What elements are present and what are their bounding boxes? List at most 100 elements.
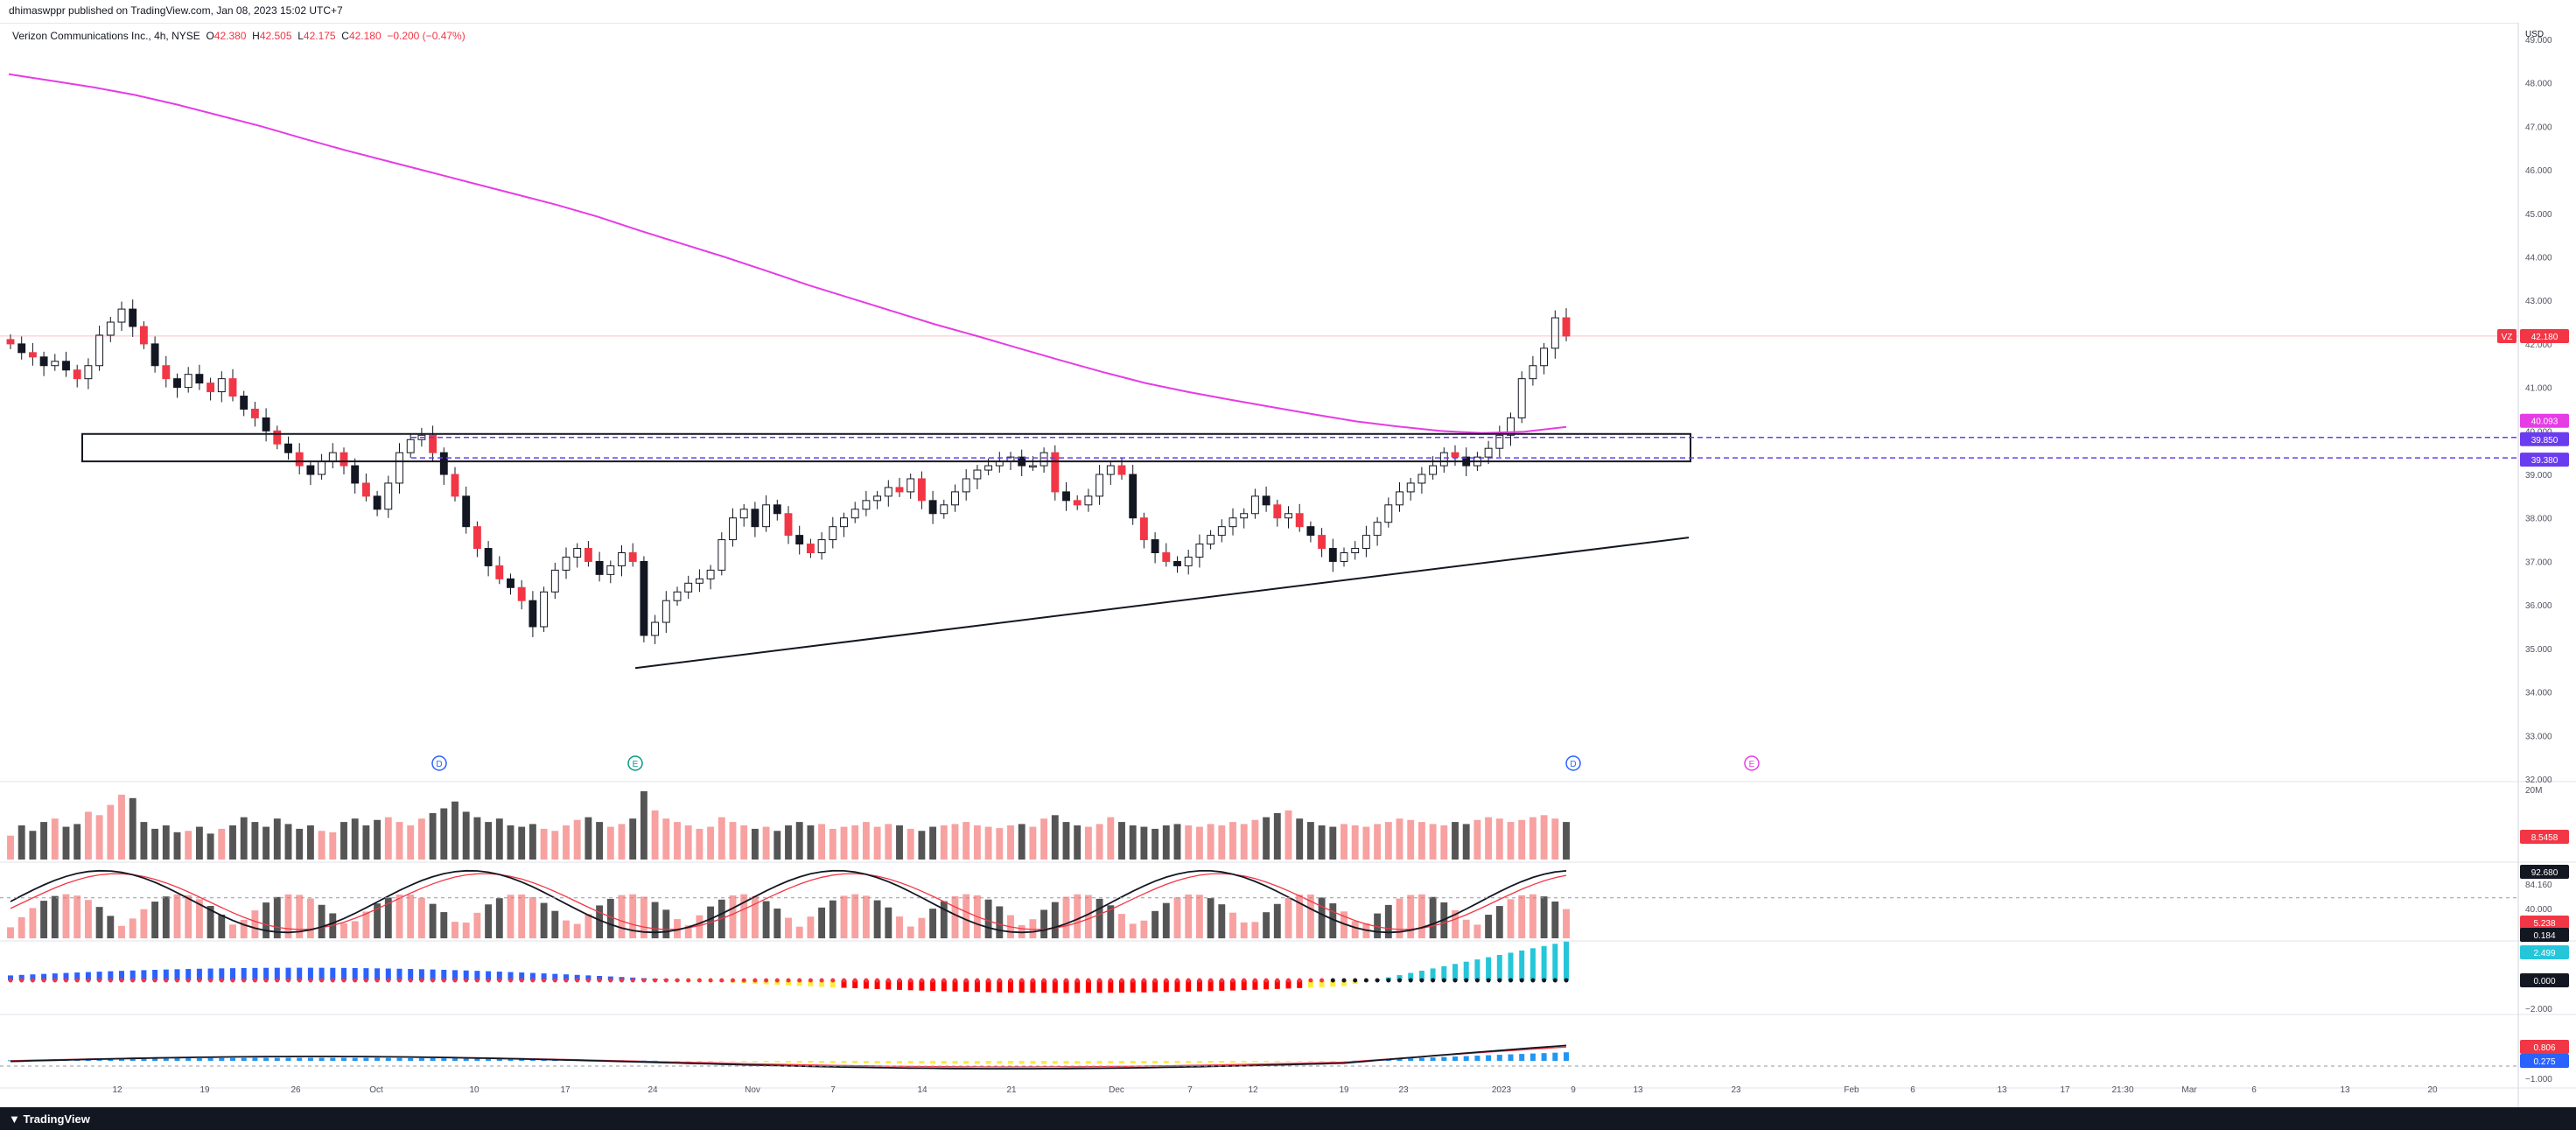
squeeze-dot [930, 978, 935, 983]
candle [640, 560, 648, 636]
stoch-histogram-bar [774, 909, 781, 938]
candle [1351, 548, 1360, 554]
stoch-histogram-bar [351, 921, 359, 938]
stoch-histogram-bar [906, 926, 914, 938]
candle [1040, 452, 1048, 467]
volume-bar [429, 812, 437, 860]
squeeze-dot [1497, 978, 1502, 983]
candle [495, 565, 504, 579]
candle [1273, 504, 1282, 519]
squeeze-bar [385, 968, 391, 980]
macd-histogram-bar [186, 1058, 192, 1061]
candle [139, 326, 148, 345]
candle [695, 578, 704, 584]
squeeze-dot [1286, 978, 1291, 983]
candle [51, 361, 60, 367]
tradingview-logo[interactable]: ▼ TradingView [9, 1112, 90, 1126]
ma-price-label: 40.093 [2531, 418, 2558, 427]
stoch-histogram-bar [1329, 903, 1337, 938]
candle [584, 548, 592, 562]
stoch-histogram-bar [374, 903, 382, 938]
squeeze-dot [1186, 978, 1191, 983]
stoch-histogram-bar [1429, 896, 1437, 938]
squeeze-dot [1408, 978, 1413, 983]
squeeze-dot [1019, 978, 1025, 983]
stoch-histogram-bar [807, 916, 815, 938]
last-price-label: 42.180 [2531, 333, 2558, 342]
price-tick-label: 34.000 [2525, 689, 2552, 698]
squeeze-bar [841, 980, 847, 988]
macd-histogram-bar [196, 1057, 202, 1061]
squeeze-dot [1175, 978, 1180, 983]
squeeze-bar [1241, 980, 1247, 991]
candle [1217, 526, 1226, 537]
volume-bar [696, 828, 704, 860]
volume-bar [206, 833, 214, 860]
squeeze-bar [108, 971, 114, 980]
squeeze-dot [741, 978, 746, 983]
stoch-histogram-bar [762, 901, 770, 938]
squeeze-bar [1063, 980, 1069, 993]
time-tick-label: 10 [469, 1085, 480, 1095]
volume-bar [606, 826, 614, 860]
volume-bar [374, 819, 382, 860]
volume-bar [1018, 824, 1026, 860]
volume-bar [1218, 825, 1226, 860]
macd-histogram-bar [263, 1057, 270, 1061]
squeeze-bar [1130, 980, 1136, 993]
squeeze-dot [308, 978, 313, 983]
candle [361, 482, 370, 497]
volume-bar [351, 818, 359, 860]
open-label: O [206, 30, 214, 42]
volume-bar [240, 817, 248, 860]
volume-bar [551, 831, 559, 860]
squeeze-dot [675, 978, 680, 983]
candle [1362, 535, 1370, 550]
stoch-histogram-bar [129, 918, 136, 938]
squeeze-bar [352, 967, 358, 980]
candle [1418, 474, 1426, 484]
squeeze-dot [542, 978, 547, 983]
volume-bar [1162, 825, 1170, 860]
volume-label: 8.5458 [2531, 833, 2558, 843]
stoch-histogram-bar [1384, 904, 1392, 938]
squeeze-bar [1297, 980, 1303, 988]
candle [1106, 465, 1115, 475]
squeeze-bar [474, 971, 480, 980]
volume-bar [1396, 818, 1404, 860]
squeeze-bar [219, 968, 225, 980]
stoch-histogram-bar [1351, 921, 1359, 938]
stoch-histogram-bar [251, 910, 259, 938]
stoch-histogram-bar [840, 895, 848, 938]
candle [28, 352, 37, 358]
volume-bar [774, 831, 781, 860]
macd-histogram-bar [1052, 1061, 1058, 1064]
macd-histogram-bar [1564, 1052, 1569, 1061]
stoch-histogram-bar [284, 894, 292, 938]
time-tick-label: 24 [648, 1085, 658, 1095]
volume-bar [62, 826, 70, 860]
macd-histogram-bar [496, 1058, 502, 1061]
squeeze-bar [1341, 980, 1347, 986]
event-marker-E [1744, 755, 1760, 771]
volume-bar [762, 826, 770, 860]
volume-bar [740, 825, 748, 860]
volume-bar [918, 831, 926, 860]
candle [751, 509, 760, 528]
squeeze-dot [486, 978, 491, 983]
stoch-histogram-bar [596, 905, 604, 938]
volume-bar [440, 808, 448, 860]
stoch-histogram-bar [1218, 904, 1226, 938]
price-tick-label: 45.000 [2525, 210, 2552, 220]
candle [1073, 500, 1082, 506]
candle [1340, 552, 1348, 562]
stoch-histogram-bar [1462, 919, 1470, 938]
macd-histogram-bar [141, 1058, 147, 1061]
squeeze-bar [886, 980, 892, 990]
time-tick-label: 13 [1633, 1085, 1643, 1095]
stoch-histogram-bar [440, 912, 448, 938]
volume-bar [1096, 824, 1103, 860]
publish-info: dhimaswppr published on TradingView.com,… [9, 4, 343, 17]
squeeze-bar [496, 972, 502, 980]
